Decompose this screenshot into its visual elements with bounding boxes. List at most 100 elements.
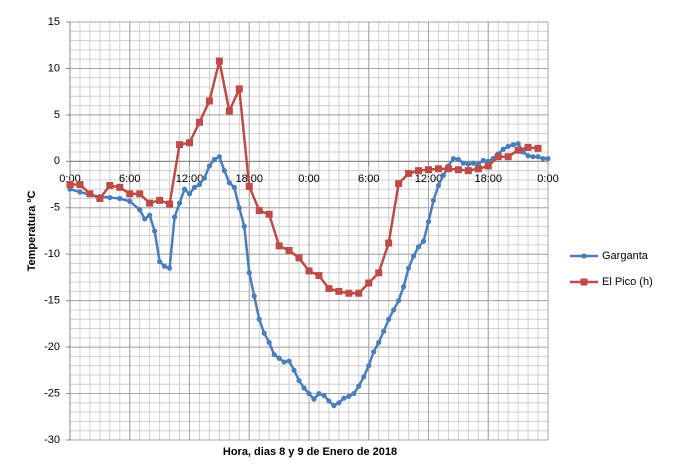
- marker: [221, 168, 227, 174]
- marker: [530, 154, 536, 160]
- marker: [152, 228, 158, 234]
- marker: [176, 200, 183, 206]
- marker: [444, 165, 452, 173]
- marker: [331, 403, 337, 409]
- marker: [226, 180, 232, 186]
- legend-marker: [580, 278, 588, 286]
- legend-label: El Pico (h): [602, 276, 653, 288]
- marker: [480, 157, 486, 164]
- marker: [355, 289, 363, 297]
- marker: [107, 194, 113, 201]
- marker: [76, 181, 84, 189]
- marker: [425, 166, 432, 174]
- marker: [545, 155, 551, 162]
- marker: [196, 181, 203, 188]
- marker: [236, 205, 242, 211]
- marker: [216, 154, 222, 160]
- marker: [325, 285, 333, 293]
- marker: [381, 328, 387, 334]
- marker: [504, 153, 512, 161]
- marker: [106, 181, 114, 189]
- marker: [166, 200, 174, 208]
- marker: [176, 141, 184, 149]
- marker: [231, 184, 237, 190]
- marker: [77, 189, 83, 195]
- marker: [515, 141, 521, 147]
- marker: [126, 190, 134, 198]
- marker: [291, 367, 297, 373]
- marker: [245, 182, 253, 190]
- marker: [215, 57, 223, 65]
- marker: [265, 210, 273, 218]
- grid: [69, 21, 549, 441]
- marker: [255, 207, 263, 215]
- marker: [147, 212, 153, 218]
- marker: [356, 383, 362, 389]
- marker: [434, 165, 442, 173]
- y-tick-label: -5: [50, 202, 60, 214]
- y-tick-label: -20: [44, 341, 60, 353]
- marker: [295, 254, 303, 262]
- marker: [464, 167, 472, 175]
- marker: [391, 307, 397, 313]
- marker: [137, 207, 143, 213]
- marker: [474, 165, 482, 173]
- y-tick-label: 5: [54, 109, 60, 121]
- marker: [156, 196, 164, 204]
- marker: [535, 154, 541, 160]
- marker: [366, 363, 372, 369]
- y-tick-label: -25: [44, 387, 60, 399]
- legend-label: Garganta: [602, 250, 649, 262]
- marker: [470, 160, 476, 166]
- y-tick-label: -30: [44, 434, 60, 446]
- marker: [201, 175, 208, 181]
- x-tick-label: 0:00: [537, 173, 558, 185]
- series: [66, 57, 542, 297]
- marker: [510, 142, 516, 148]
- marker: [191, 184, 198, 190]
- x-axis-title: Hora, dias 8 y 9 de Enero de 2018: [223, 446, 397, 458]
- marker: [281, 359, 287, 365]
- y-tick-label: -10: [44, 248, 60, 260]
- marker: [271, 351, 277, 358]
- marker: [86, 190, 94, 198]
- marker: [305, 267, 313, 275]
- marker: [127, 198, 133, 204]
- marker: [361, 374, 367, 380]
- marker: [256, 316, 262, 322]
- marker: [345, 289, 353, 297]
- y-tick-label: 10: [48, 62, 60, 74]
- marker: [296, 377, 302, 384]
- marker: [520, 149, 526, 155]
- marker: [455, 156, 461, 163]
- x-tick-label: 6:00: [358, 173, 379, 185]
- marker: [534, 144, 542, 152]
- marker: [286, 358, 292, 364]
- marker: [435, 182, 442, 189]
- marker: [316, 390, 322, 397]
- marker: [142, 216, 148, 222]
- marker: [301, 385, 307, 391]
- marker: [162, 263, 168, 269]
- marker: [326, 398, 332, 404]
- marker: [315, 272, 323, 280]
- marker: [266, 339, 272, 346]
- marker: [321, 392, 327, 399]
- marker: [335, 287, 343, 295]
- marker: [465, 161, 471, 167]
- marker: [375, 269, 383, 277]
- marker: [425, 219, 432, 225]
- marker: [211, 156, 217, 163]
- y-axis-title: Temperatura ºC: [26, 191, 38, 272]
- marker: [306, 390, 312, 397]
- marker: [401, 284, 407, 290]
- y-tick-label: 0: [54, 155, 60, 167]
- marker: [166, 265, 173, 271]
- x-tick-label: 18:00: [474, 173, 502, 185]
- marker: [500, 146, 506, 152]
- marker: [430, 197, 437, 203]
- marker: [371, 349, 377, 355]
- x-tick-label: 0:00: [298, 173, 319, 185]
- marker: [96, 194, 104, 202]
